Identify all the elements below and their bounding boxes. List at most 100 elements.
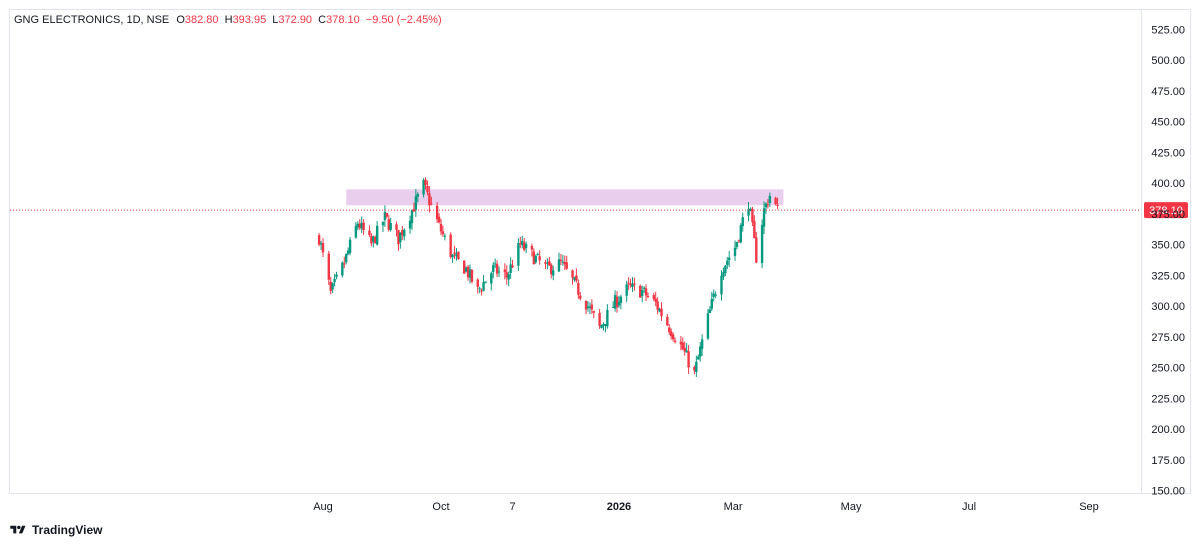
candle[interactable] <box>760 219 764 269</box>
candle[interactable] <box>329 276 332 295</box>
candle[interactable] <box>546 258 549 270</box>
candle[interactable] <box>439 218 443 236</box>
candle[interactable] <box>577 279 580 299</box>
candle[interactable] <box>397 229 400 251</box>
candle[interactable] <box>598 309 601 329</box>
candle[interactable] <box>551 265 555 281</box>
candle[interactable] <box>613 290 617 312</box>
candle[interactable] <box>490 271 493 291</box>
candle[interactable] <box>679 336 683 351</box>
candle[interactable] <box>463 260 466 274</box>
candle[interactable] <box>524 241 528 254</box>
candle[interactable] <box>604 324 607 333</box>
candle[interactable] <box>563 255 566 271</box>
candle[interactable] <box>724 265 727 276</box>
candle[interactable] <box>762 201 766 235</box>
candle[interactable] <box>408 215 412 234</box>
candle[interactable] <box>387 214 390 232</box>
candle[interactable] <box>550 263 553 279</box>
candle[interactable] <box>480 288 483 296</box>
candle[interactable] <box>517 238 520 271</box>
candle[interactable] <box>333 274 336 287</box>
candle[interactable] <box>639 284 642 298</box>
candle[interactable] <box>735 241 739 250</box>
candle[interactable] <box>741 212 744 232</box>
candle[interactable] <box>437 213 441 224</box>
candle[interactable] <box>656 297 659 315</box>
candle[interactable] <box>559 253 563 266</box>
candle[interactable] <box>507 271 510 287</box>
candle[interactable] <box>383 205 387 227</box>
candle[interactable] <box>697 354 700 360</box>
candle[interactable] <box>410 209 414 230</box>
candle[interactable] <box>521 235 524 249</box>
candle[interactable] <box>712 289 715 302</box>
candle[interactable] <box>455 248 458 261</box>
candle[interactable] <box>389 217 392 232</box>
candle[interactable] <box>319 240 323 251</box>
candle[interactable] <box>606 304 609 329</box>
candle[interactable] <box>317 233 321 247</box>
candle[interactable] <box>505 265 508 285</box>
candle[interactable] <box>399 232 402 249</box>
candle[interactable] <box>360 216 363 234</box>
candle[interactable] <box>430 196 433 206</box>
candle[interactable] <box>768 192 772 208</box>
candle[interactable] <box>435 202 439 224</box>
candle[interactable] <box>548 256 551 267</box>
candle[interactable] <box>443 233 447 241</box>
candle[interactable] <box>706 309 710 341</box>
candle[interactable] <box>368 225 371 237</box>
candle[interactable] <box>343 256 346 269</box>
candle[interactable] <box>611 301 615 309</box>
candle[interactable] <box>695 355 698 378</box>
candle[interactable] <box>722 267 725 280</box>
candle[interactable] <box>544 259 547 270</box>
candle[interactable] <box>693 365 696 375</box>
candle[interactable] <box>669 328 673 340</box>
candle[interactable] <box>640 285 644 303</box>
candle[interactable] <box>478 286 481 294</box>
candle[interactable] <box>615 291 619 313</box>
candle[interactable] <box>497 266 501 278</box>
candle[interactable] <box>492 261 495 279</box>
candle[interactable] <box>565 255 568 271</box>
candle[interactable] <box>739 223 743 244</box>
candle[interactable] <box>416 192 419 203</box>
candle[interactable] <box>658 307 661 313</box>
candle[interactable] <box>600 324 603 329</box>
candle[interactable] <box>726 257 729 269</box>
candle[interactable] <box>728 250 731 268</box>
candle[interactable] <box>747 202 750 222</box>
tradingview-brand[interactable]: TradingView <box>10 523 102 537</box>
candle[interactable] <box>631 277 634 292</box>
candle[interactable] <box>424 177 427 190</box>
candle[interactable] <box>348 236 352 256</box>
candle[interactable] <box>646 292 650 299</box>
candle[interactable] <box>522 238 526 252</box>
candle[interactable] <box>358 219 361 230</box>
candle[interactable] <box>733 240 737 261</box>
candle[interactable] <box>375 221 379 246</box>
candle[interactable] <box>700 334 704 357</box>
candle[interactable] <box>633 277 636 291</box>
candle[interactable] <box>642 286 646 293</box>
candle[interactable] <box>708 306 712 314</box>
candle[interactable] <box>673 337 677 344</box>
candle[interactable] <box>484 281 487 284</box>
candle[interactable] <box>428 185 431 213</box>
candle[interactable] <box>751 206 754 226</box>
candle[interactable] <box>414 189 418 217</box>
candle[interactable] <box>470 269 474 284</box>
candle[interactable] <box>592 310 596 319</box>
candle[interactable] <box>749 207 752 212</box>
candle[interactable] <box>766 199 770 209</box>
candle[interactable] <box>652 292 655 301</box>
candle[interactable] <box>372 235 375 248</box>
candle[interactable] <box>466 265 470 281</box>
candle[interactable] <box>519 236 522 249</box>
candle[interactable] <box>536 252 539 256</box>
candle[interactable] <box>331 282 334 294</box>
candle[interactable] <box>441 225 445 237</box>
candle[interactable] <box>571 269 574 285</box>
